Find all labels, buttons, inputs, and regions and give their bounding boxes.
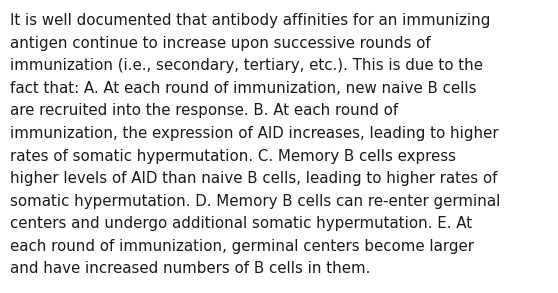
Text: immunization, the expression of AID increases, leading to higher: immunization, the expression of AID incr…: [10, 126, 499, 141]
Text: higher levels of AID than naive B cells, leading to higher rates of: higher levels of AID than naive B cells,…: [10, 171, 498, 186]
Text: fact that: A. At each round of immunization, new naive B cells: fact that: A. At each round of immunizat…: [10, 81, 477, 96]
Text: and have increased numbers of B cells in them.: and have increased numbers of B cells in…: [10, 261, 371, 276]
Text: somatic hypermutation. D. Memory B cells can re-enter germinal: somatic hypermutation. D. Memory B cells…: [10, 194, 501, 209]
Text: rates of somatic hypermutation. C. Memory B cells express: rates of somatic hypermutation. C. Memor…: [10, 149, 456, 163]
Text: centers and undergo additional somatic hypermutation. E. At: centers and undergo additional somatic h…: [10, 216, 472, 231]
Text: immunization (i.e., secondary, tertiary, etc.). This is due to the: immunization (i.e., secondary, tertiary,…: [10, 58, 483, 73]
Text: It is well documented that antibody affinities for an immunizing: It is well documented that antibody affi…: [10, 13, 490, 28]
Text: antigen continue to increase upon successive rounds of: antigen continue to increase upon succes…: [10, 36, 431, 51]
Text: are recruited into the response. B. At each round of: are recruited into the response. B. At e…: [10, 103, 398, 118]
Text: each round of immunization, germinal centers become larger: each round of immunization, germinal cen…: [10, 239, 474, 254]
